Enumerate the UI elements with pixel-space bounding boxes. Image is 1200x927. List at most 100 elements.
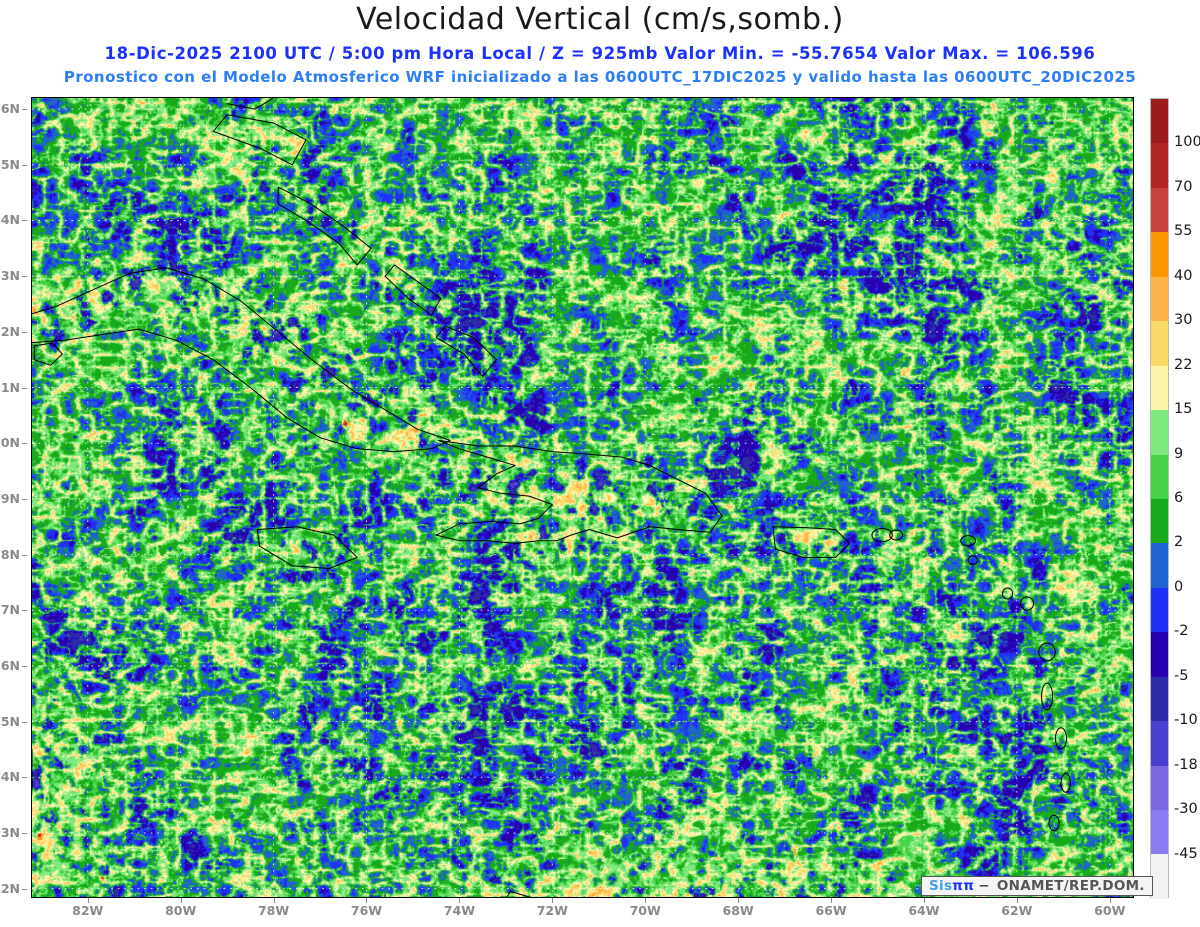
lat-tick: 14N bbox=[0, 769, 27, 784]
lon-tick-label: 74W bbox=[443, 903, 475, 918]
lon-tick-mark bbox=[831, 898, 833, 903]
lon-tick-label: 64W bbox=[908, 903, 940, 918]
colorbar-tick-label: 9 bbox=[1174, 445, 1184, 462]
colorbar-band bbox=[1151, 454, 1168, 499]
colorbar-band bbox=[1151, 410, 1168, 455]
lon-tick-label: 62W bbox=[1001, 903, 1033, 918]
lat-tick-mark bbox=[22, 610, 27, 612]
lat-tick: 26N bbox=[0, 101, 27, 116]
page-title: Velocidad Vertical (cm/s,somb.) bbox=[356, 2, 844, 37]
model-description-line: Pronostico con el Modelo Atmosferico WRF… bbox=[63, 68, 1137, 86]
colorbar-band bbox=[1151, 676, 1168, 722]
colorbar-band bbox=[1151, 498, 1168, 544]
lat-tick: 12N bbox=[0, 881, 27, 896]
lat-tick: 17N bbox=[0, 602, 27, 617]
lon-tick-label: 60W bbox=[1094, 903, 1126, 918]
lon-tick-label: 68W bbox=[722, 903, 754, 918]
lon-tick-label: 70W bbox=[629, 903, 661, 918]
lat-tick-label: 23N bbox=[0, 268, 20, 284]
forecast-metadata-line: 18-Dic-2025 2100 UTC / 5:00 pm Hora Loca… bbox=[104, 44, 1096, 63]
colorbar-tick-label: 70 bbox=[1174, 178, 1193, 195]
lat-tick-mark bbox=[22, 665, 27, 667]
chart-header: Velocidad Vertical (cm/s,somb.) 18-Dic-2… bbox=[0, 0, 1200, 92]
colorbar-tick-label: 0 bbox=[1174, 578, 1184, 595]
lon-tick-mark bbox=[738, 898, 740, 903]
lat-tick-label: 20N bbox=[0, 435, 20, 451]
colorbar-band bbox=[1151, 321, 1168, 366]
colorbar-tick-label: 30 bbox=[1174, 312, 1193, 329]
lon-tick-mark bbox=[87, 898, 89, 903]
lat-tick-mark bbox=[22, 443, 27, 445]
colorbar-band bbox=[1151, 587, 1168, 633]
colorbar-tick-label: 100 bbox=[1174, 134, 1200, 151]
lat-tick: 19N bbox=[0, 491, 27, 506]
lon-tick-mark bbox=[1109, 898, 1111, 903]
lat-tick-label: 24N bbox=[0, 212, 20, 228]
colorbar-tick-label: 22 bbox=[1174, 356, 1193, 373]
lat-tick-label: 26N bbox=[0, 101, 20, 117]
lat-tick-label: 16N bbox=[0, 657, 20, 673]
lon-tick-mark bbox=[923, 898, 925, 903]
brand-symbol-text: ππ bbox=[952, 878, 975, 894]
lat-tick: 13N bbox=[0, 825, 27, 840]
colorbar-band bbox=[1151, 276, 1168, 322]
colorbar-tick-label: 15 bbox=[1174, 401, 1193, 418]
lat-tick-label: 14N bbox=[0, 769, 20, 785]
colorbar-band bbox=[1151, 854, 1168, 899]
colorbar-band bbox=[1151, 232, 1168, 277]
lat-tick: 21N bbox=[0, 380, 27, 395]
colorbar-band bbox=[1151, 543, 1168, 588]
colorbar-tick-label: 2 bbox=[1174, 534, 1184, 551]
lat-tick-label: 12N bbox=[0, 880, 20, 896]
lon-tick-label: 78W bbox=[257, 903, 290, 918]
lat-tick-mark bbox=[22, 498, 27, 500]
lat-tick-mark bbox=[22, 554, 27, 556]
lon-tick-label: 66W bbox=[815, 903, 847, 918]
lat-tick: 16N bbox=[0, 658, 27, 673]
lat-tick-label: 21N bbox=[0, 379, 20, 395]
lat-tick-mark bbox=[22, 777, 27, 779]
lon-tick-mark bbox=[1016, 898, 1018, 903]
lat-tick-mark bbox=[22, 721, 27, 723]
colorbar-band bbox=[1151, 99, 1168, 144]
colorbar-band bbox=[1151, 721, 1168, 766]
attribution-badge: Sis ππ − ONAMET/REP.DOM. bbox=[921, 876, 1153, 896]
colorbar-tick-label: -18 bbox=[1174, 756, 1198, 773]
lon-tick-label: 80W bbox=[165, 903, 197, 918]
lon-tick-mark bbox=[645, 898, 647, 903]
colorbar-tick-label: -45 bbox=[1174, 845, 1198, 862]
lat-tick-label: 13N bbox=[0, 824, 20, 840]
lon-tick-label: 82W bbox=[72, 903, 104, 918]
lat-tick: 25N bbox=[0, 157, 27, 172]
lat-tick-mark bbox=[22, 888, 27, 890]
lat-tick-label: 18N bbox=[0, 546, 20, 562]
lat-tick-label: 19N bbox=[0, 490, 20, 506]
lon-tick-mark bbox=[366, 898, 368, 903]
vertical-velocity-map[interactable] bbox=[31, 97, 1134, 898]
lat-tick: 24N bbox=[0, 212, 27, 227]
lon-tick-label: 72W bbox=[536, 903, 568, 918]
brand-prefix-text: Sis bbox=[929, 878, 953, 894]
lon-tick-label: 76W bbox=[350, 903, 383, 918]
lon-tick-mark bbox=[180, 898, 182, 903]
colorbar-tick-label: -2 bbox=[1174, 623, 1189, 640]
colorbar-band bbox=[1151, 365, 1168, 411]
colorbar-band bbox=[1151, 765, 1168, 810]
colorbar-tick-label: 55 bbox=[1174, 223, 1193, 240]
lat-tick: 18N bbox=[0, 547, 27, 562]
colorbar-tick-label: -10 bbox=[1174, 712, 1198, 729]
colorbar-band bbox=[1151, 187, 1168, 233]
lat-tick-label: 22N bbox=[0, 323, 20, 339]
lon-tick-mark bbox=[459, 898, 461, 903]
colorbar-band bbox=[1151, 143, 1168, 188]
colorbar-scale[interactable] bbox=[1150, 98, 1169, 899]
colorbar-tick-label: 40 bbox=[1174, 267, 1193, 284]
lat-tick-mark bbox=[22, 832, 27, 834]
colorbar-band bbox=[1151, 810, 1168, 855]
lat-tick: 15N bbox=[0, 714, 27, 729]
lon-tick-mark bbox=[552, 898, 554, 903]
lon-tick-mark bbox=[273, 898, 275, 903]
colorbar-tick-label: 6 bbox=[1174, 490, 1184, 506]
lat-tick-mark bbox=[22, 164, 27, 166]
